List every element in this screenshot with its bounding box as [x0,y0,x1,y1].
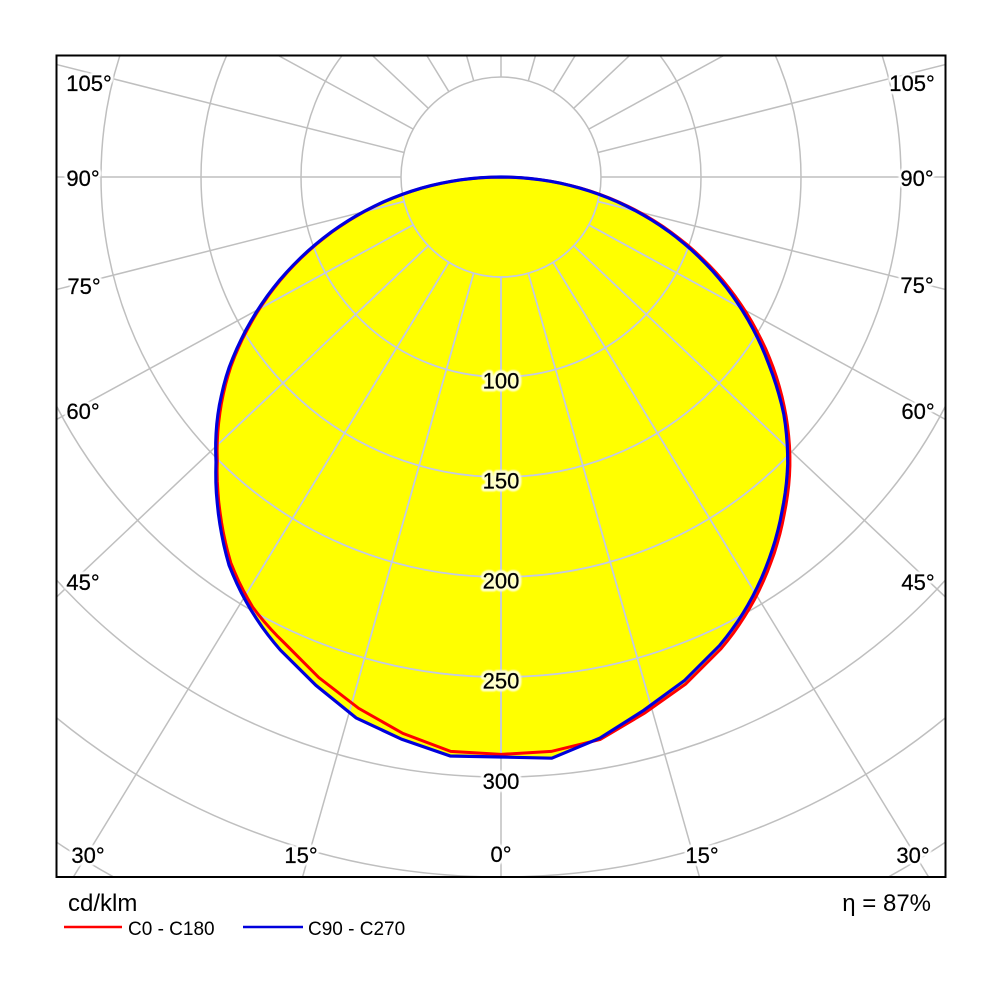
svg-text:100: 100 [483,369,520,394]
svg-text:300: 300 [483,769,520,794]
svg-text:60°: 60° [66,399,99,424]
svg-text:0°: 0° [490,842,511,867]
svg-text:15°: 15° [685,843,718,868]
svg-text:15°: 15° [284,843,317,868]
svg-text:250: 250 [483,669,520,694]
svg-text:C0 - C180: C0 - C180 [128,919,215,940]
svg-text:300: 300 [483,769,520,794]
svg-text:η = 87%: η = 87% [842,890,931,917]
svg-text:90°: 90° [66,166,99,191]
svg-text:100: 100 [483,369,520,394]
svg-text:105°: 105° [889,71,935,96]
svg-text:30°: 30° [896,843,929,868]
svg-text:60°: 60° [901,399,934,424]
svg-text:200: 200 [483,569,520,594]
svg-text:250: 250 [483,669,520,694]
svg-text:45°: 45° [901,570,934,595]
svg-text:15°: 15° [284,843,317,868]
svg-text:90°: 90° [900,166,933,191]
svg-text:45°: 45° [901,570,934,595]
svg-text:105°: 105° [889,71,935,96]
svg-text:45°: 45° [66,570,99,595]
svg-text:60°: 60° [901,399,934,424]
svg-text:75°: 75° [900,273,933,298]
svg-text:60°: 60° [66,399,99,424]
svg-text:45°: 45° [66,570,99,595]
svg-text:105°: 105° [66,71,112,96]
svg-text:150: 150 [483,469,520,494]
svg-text:90°: 90° [66,166,99,191]
svg-text:30°: 30° [71,843,104,868]
svg-text:cd/klm: cd/klm [68,890,137,917]
svg-text:75°: 75° [67,274,100,299]
svg-text:75°: 75° [67,274,100,299]
svg-text:C90 - C270: C90 - C270 [308,919,405,940]
svg-text:30°: 30° [896,843,929,868]
svg-text:150: 150 [483,469,520,494]
svg-text:75°: 75° [900,273,933,298]
svg-text:30°: 30° [71,843,104,868]
svg-text:105°: 105° [66,71,112,96]
svg-text:90°: 90° [900,166,933,191]
svg-text:15°: 15° [685,843,718,868]
svg-text:200: 200 [483,569,520,594]
svg-text:0°: 0° [490,842,511,867]
